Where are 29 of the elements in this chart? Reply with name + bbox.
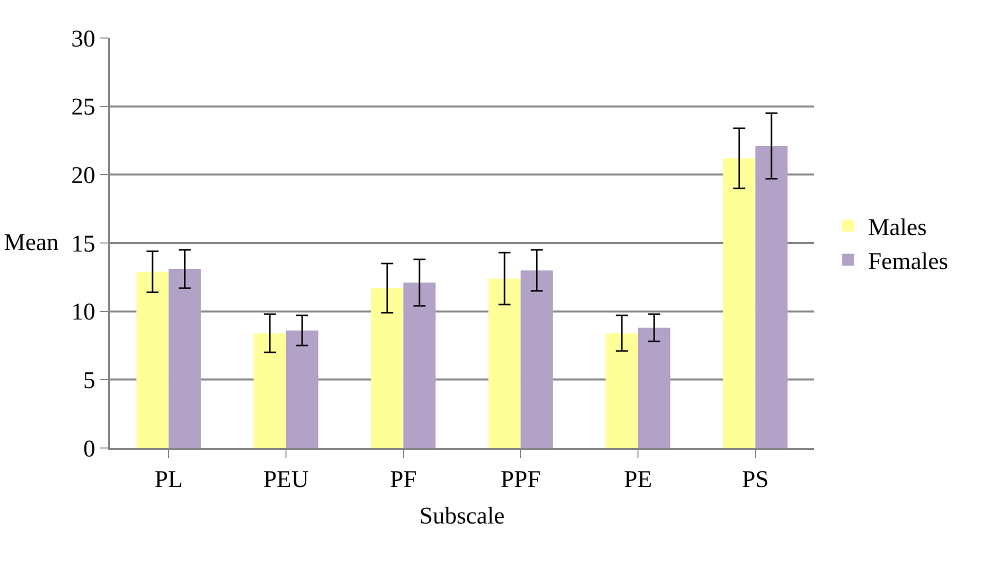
y-tick-label: 5 (83, 368, 96, 394)
bar (723, 158, 756, 448)
bar (488, 278, 521, 448)
y-tick-label: 15 (71, 231, 96, 258)
bar (606, 333, 638, 448)
y-tick-label: 10 (71, 300, 96, 326)
y-tick-label: 25 (71, 94, 96, 121)
x-tick-label: PS (742, 466, 769, 493)
x-tick-label: PF (390, 466, 417, 493)
x-tick-label: PE (624, 466, 652, 493)
bar (520, 270, 553, 448)
bar (254, 333, 286, 448)
y-tick-label: 0 (83, 436, 96, 462)
bar (136, 272, 169, 448)
bar (403, 282, 436, 448)
x-tick-label: PPF (500, 466, 541, 493)
legend-label: Males (868, 214, 927, 241)
bar (286, 330, 318, 448)
y-axis-title: Mean (4, 230, 59, 256)
legend-label: Females (868, 249, 948, 276)
bar (168, 268, 201, 448)
x-tick-label: PEU (263, 466, 309, 493)
bar (755, 146, 788, 448)
x-axis-title: Subscale (419, 504, 505, 530)
bar (371, 288, 404, 448)
bar (638, 328, 670, 448)
y-tick-label: 20 (71, 163, 96, 190)
y-tick-label: 30 (71, 26, 96, 52)
x-tick-label: PL (154, 466, 183, 493)
